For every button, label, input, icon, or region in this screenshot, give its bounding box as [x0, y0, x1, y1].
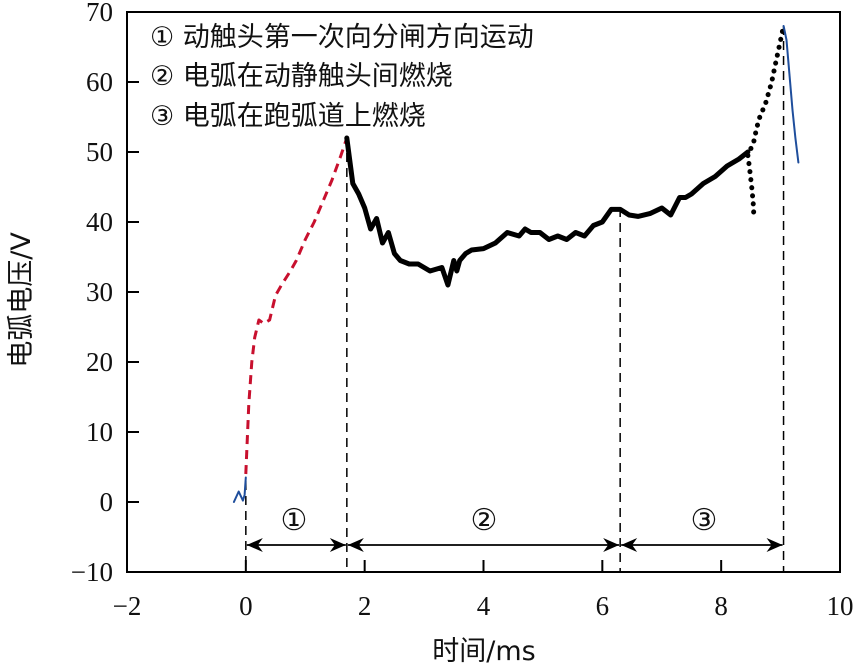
series-line	[782, 25, 800, 164]
phase-1-label: ①	[281, 503, 308, 538]
phase-boundary-lines	[245, 26, 785, 572]
arrow-head-icon	[621, 538, 638, 552]
series-line	[344, 135, 751, 288]
arrow-head-icon	[603, 538, 620, 552]
phase-3-label: ③	[691, 503, 718, 538]
y-tick-label: 0	[100, 487, 114, 517]
x-tick-label: 8	[714, 591, 728, 621]
series-line	[748, 23, 787, 151]
x-axis-ticks: −2 0 2 4 6 8 10	[113, 560, 854, 621]
y-axis-ticks: −10 0 10 20 30 40 50 60 70	[71, 0, 139, 587]
y-tick-label: 60	[86, 67, 113, 97]
y-tick-label: 50	[86, 137, 113, 167]
legend-entry-2: ② 电弧在动静触头间燃烧	[150, 61, 453, 92]
series-line	[244, 137, 349, 475]
legend-entry-3: ③ 电弧在跑弧道上燃烧	[150, 101, 426, 132]
x-tick-label: 10	[827, 591, 854, 621]
phase-arrows	[246, 538, 783, 552]
phase-2-label: ②	[471, 503, 498, 538]
y-tick-label: 10	[86, 417, 113, 447]
series-line	[745, 153, 757, 218]
y-axis-label: 电弧电压/V	[6, 232, 37, 368]
y-tick-label: 70	[86, 0, 113, 27]
arrow-head-icon	[329, 538, 346, 552]
arrow-head-icon	[347, 538, 364, 552]
x-tick-label: 0	[239, 591, 253, 621]
y-tick-label: 30	[86, 277, 113, 307]
y-tick-label: −10	[71, 557, 113, 587]
x-tick-label: −2	[113, 591, 142, 621]
series-line	[232, 476, 247, 503]
arrow-head-icon	[766, 538, 783, 552]
legend-entry-1: ① 动触头第一次向分闸方向运动	[150, 22, 534, 53]
y-tick-label: 40	[86, 207, 113, 237]
x-axis-label: 时间/ms	[432, 636, 535, 667]
x-tick-label: 4	[477, 591, 491, 621]
legend: ① 动触头第一次向分闸方向运动 ② 电弧在动静触头间燃烧 ③ 电弧在跑弧道上燃烧	[150, 22, 534, 132]
x-tick-label: 2	[358, 591, 372, 621]
plot-frame	[126, 11, 841, 573]
arrow-head-icon	[246, 538, 263, 552]
x-tick-label: 6	[596, 591, 610, 621]
y-tick-label: 20	[86, 347, 113, 377]
data-series	[232, 23, 800, 503]
